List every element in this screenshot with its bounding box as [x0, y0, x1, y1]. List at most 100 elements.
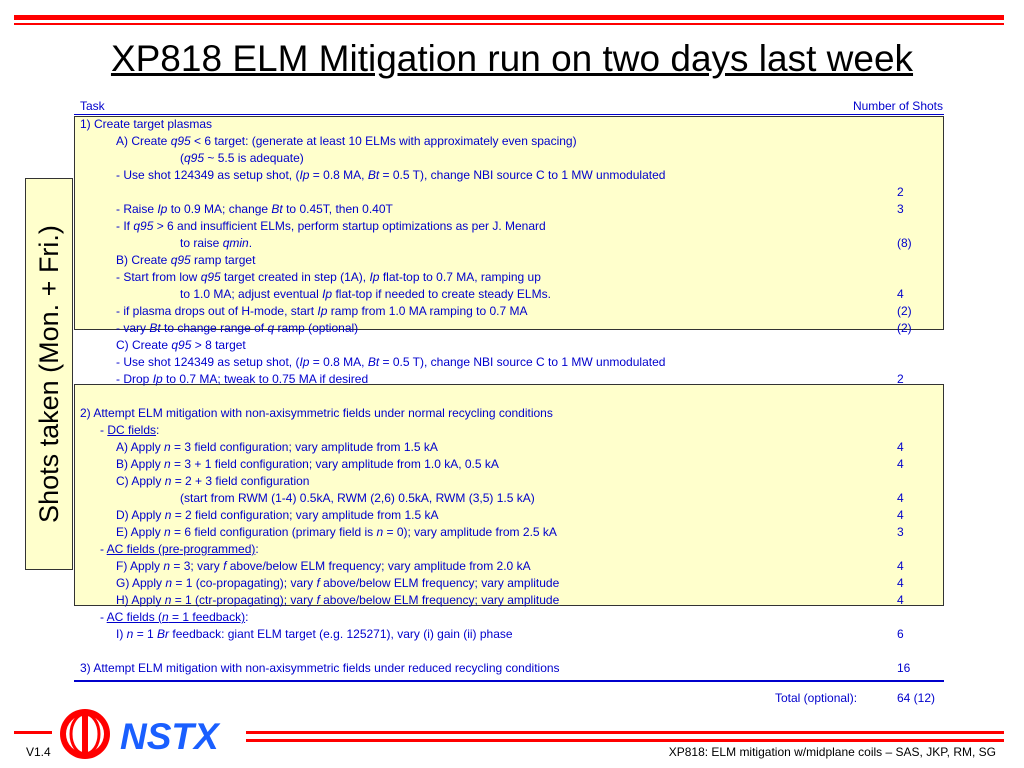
task-text: 1) Create target plasmas [80, 116, 212, 133]
task-text-segment: to change range of [160, 321, 268, 335]
shot-count: 3 [897, 202, 904, 216]
table-row: E) Apply n = 6 field configuration (prim… [0, 524, 1024, 541]
header-task: Task [80, 99, 105, 113]
task-text-segment: q95 [133, 219, 154, 233]
shot-count: (2) [897, 321, 912, 335]
table-row: A) Apply n = 3 field configuration; vary… [0, 439, 1024, 456]
task-text-segment: n [164, 593, 172, 607]
table-row: B) Apply n = 3 + 1 field configuration; … [0, 456, 1024, 473]
task-text-segment: - vary [116, 321, 150, 335]
task-text-segment: - if plasma drops out of H-mode, start [116, 304, 318, 318]
version-label: V1.4 [26, 745, 51, 759]
task-text-segment: I) [116, 627, 127, 641]
table-row: - AC fields (n = 1 feedback): [0, 609, 1024, 626]
task-text-segment: = 1 [133, 627, 158, 641]
task-text-segment: = 1 feedback) [168, 610, 246, 624]
task-text-segment: f [316, 576, 320, 590]
shot-count: 3 [897, 525, 904, 539]
table-row: (q95 ~ 5.5 is adequate) [0, 150, 1024, 167]
task-text-segment: n [164, 525, 171, 539]
task-text-segment: f [223, 559, 227, 573]
task-text: G) Apply n = 1 (co-propagating); vary f … [116, 575, 559, 592]
task-text: - AC fields (pre-programmed): [100, 541, 259, 558]
task-text-segment: flat-top to 0.7 MA, ramping up [379, 270, 541, 284]
task-text-segment: = 0); vary amplitude from 2.5 kA [383, 525, 557, 539]
task-text: C) Create q95 > 8 target [116, 337, 246, 354]
task-text: C) Apply n = 2 + 3 field configuration [116, 473, 309, 490]
task-text-segment: = 0.5 T), change NBI source C to 1 MW un… [379, 355, 666, 369]
shot-count: 4 [897, 559, 904, 573]
table-row: to raise qmin. (8) [0, 235, 1024, 252]
task-text-segment: q95 [170, 134, 191, 148]
table-row: 2) Attempt ELM mitigation with non-axisy… [0, 405, 1024, 422]
task-text-segment: AC fields (pre-programmed) [106, 542, 256, 556]
task-text-segment: ( [180, 151, 184, 165]
task-text-segment: to raise [180, 236, 223, 250]
task-text: to raise qmin. [180, 235, 252, 252]
task-text-segment: = 2 field configuration; vary amplitude … [171, 508, 439, 522]
table-row: A) Create q95 < 6 target: (generate at l… [0, 133, 1024, 150]
task-text-segment: AC fields ( [106, 610, 163, 624]
task-text-segment: B) Create [116, 253, 171, 267]
task-text-segment: f [316, 593, 320, 607]
side-label-box [25, 178, 73, 570]
task-text: - Drop Ip to 0.7 MA; tweak to 0.75 MA if… [116, 371, 368, 388]
table-row: F) Apply n = 3; vary f above/below ELM f… [0, 558, 1024, 575]
table-row: 1) Create target plasmas [0, 116, 1024, 133]
table-row: - If q95 > 6 and insufficient ELMs, perf… [0, 218, 1024, 235]
table-row: I) n = 1 Br feedback: giant ELM target (… [0, 626, 1024, 643]
task-text-segment: : [255, 542, 259, 556]
task-text: (start from RWM (1-4) 0.5kA, RWM (2,6) 0… [180, 490, 535, 507]
task-text-segment: q95 [184, 151, 205, 165]
task-text-segment: to 0.45T, then 0.40T [282, 202, 393, 216]
shot-count: 4 [897, 440, 904, 454]
task-text-segment: n [164, 508, 172, 522]
header-number-of-shots: Number of Shots [852, 99, 943, 113]
task-text-segment: - Use shot 124349 as setup shot, ( [116, 355, 300, 369]
table-row: (start from RWM (1-4) 0.5kA, RWM (2,6) 0… [0, 490, 1024, 507]
header-rule [74, 114, 944, 115]
task-text-segment: A) Apply [116, 440, 165, 454]
task-text-segment: qmin [222, 236, 249, 250]
task-text-segment: DC fields [107, 423, 157, 437]
task-text-segment: 2) Attempt ELM mitigation with non-axisy… [80, 406, 553, 420]
table-row: - Raise Ip to 0.9 MA; change Bt to 0.45T… [0, 201, 1024, 218]
top-red-bar-thin [14, 23, 1004, 25]
task-text-segment: E) Apply [116, 525, 165, 539]
table-row: 3) Attempt ELM mitigation with non-axisy… [0, 660, 1024, 677]
table-row: H) Apply n = 1 (ctr-propagating); vary f… [0, 592, 1024, 609]
shot-count: 2 [897, 185, 904, 199]
task-text: - if plasma drops out of H-mode, start I… [116, 303, 528, 320]
task-text-segment: n [162, 610, 169, 624]
shot-count: (8) [897, 236, 912, 250]
task-text: (q95 ~ 5.5 is adequate) [180, 150, 304, 167]
task-text-segment: Ip [299, 355, 310, 369]
task-text-segment: Ip [369, 270, 380, 284]
footer-red-bar-right [246, 731, 1004, 734]
table-row [0, 643, 1024, 660]
task-text-segment: > 6 and insufficient ELMs, perform start… [153, 219, 546, 233]
task-text-segment: flat-top if needed to create steady ELMs… [332, 287, 551, 301]
bottom-rule [74, 680, 944, 682]
task-text: to 1.0 MA; adjust eventual Ip flat-top i… [180, 286, 551, 303]
task-text: E) Apply n = 6 field configuration (prim… [116, 524, 557, 541]
shot-count: (2) [897, 304, 912, 318]
task-text-segment: - [100, 542, 107, 556]
shot-count: 4 [897, 491, 904, 505]
task-text-segment: - Drop [116, 372, 153, 386]
task-text: 2) Attempt ELM mitigation with non-axisy… [80, 405, 553, 422]
task-text-segment: above/below ELM frequency; vary amplitud… [319, 593, 560, 607]
task-text-segment: : [156, 423, 160, 437]
task-text-segment: n [164, 457, 171, 471]
task-text: I) n = 1 Br feedback: giant ELM target (… [116, 626, 513, 643]
table-row: - if plasma drops out of H-mode, start I… [0, 303, 1024, 320]
task-text-segment: Bt [271, 202, 283, 216]
task-text: - vary Bt to change range of q ramp (opt… [116, 320, 358, 337]
task-text-segment: ramp (optional) [274, 321, 359, 335]
task-text: - Start from low q95 target created in s… [116, 269, 541, 286]
task-text-segment: 3) Attempt ELM mitigation with non-axisy… [80, 661, 560, 675]
highlight-box-section-2 [74, 384, 944, 606]
table-row: - Use shot 124349 as setup shot, (Ip = 0… [0, 354, 1024, 371]
task-text: 3) Attempt ELM mitigation with non-axisy… [80, 660, 560, 677]
task-text-segment: ramp target [190, 253, 256, 267]
